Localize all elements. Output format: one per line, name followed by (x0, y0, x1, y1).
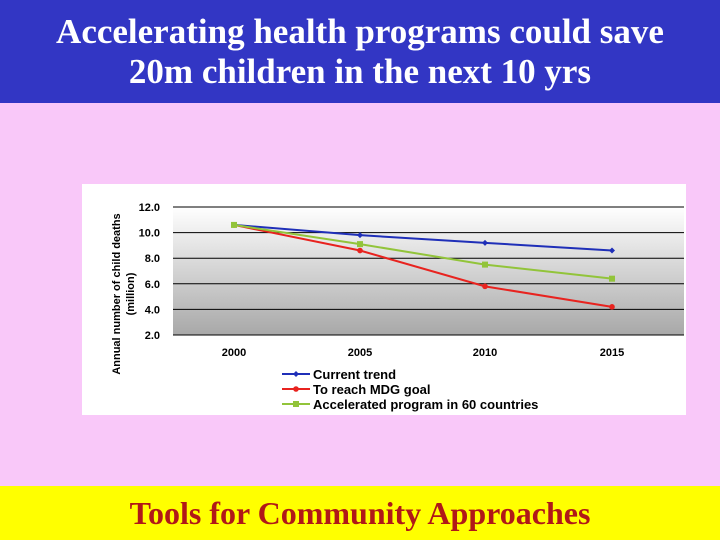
series-3 (231, 221, 615, 282)
x-tick-label: 2005 (348, 347, 372, 359)
data-point (482, 261, 488, 268)
line-chart: 2.0 4.0 6.0 8.0 10.0 12.0 2000 2005 2010 2015 An… (111, 202, 684, 414)
y-tick-label: 2.0 (145, 330, 160, 342)
y-tick-label: 10.0 (139, 228, 160, 240)
data-point (231, 221, 237, 228)
title-bar: Accelerating health programs could save … (0, 0, 720, 103)
y-tick-label: 4.0 (145, 304, 160, 316)
data-point (293, 401, 299, 407)
data-point (293, 371, 299, 377)
legend-item: Current trend (282, 367, 396, 382)
x-tick-label: 2010 (473, 347, 497, 359)
series-line (233, 223, 613, 280)
legend-label: To reach MDG goal (313, 382, 431, 397)
y-axis-label-line-2: (million) (125, 272, 137, 315)
legend-label: Accelerated program in 60 countries (313, 397, 538, 412)
data-point (357, 241, 363, 248)
y-tick-label: 8.0 (145, 253, 160, 265)
series-line (233, 223, 613, 308)
slide-title-line-1: Accelerating health programs could save (56, 11, 664, 51)
y-axis-label-line-1: Annual number of child deaths (111, 213, 123, 374)
y-tick-label: 6.0 (145, 279, 160, 291)
series-line (233, 223, 613, 252)
legend-label: Current trend (313, 367, 396, 382)
data-point (609, 247, 615, 254)
x-tick-label: 2000 (222, 347, 246, 359)
data-point (609, 275, 615, 282)
x-tick-label: 2015 (600, 347, 624, 359)
footer-title: Tools for Community Approaches (129, 494, 591, 531)
data-point (357, 247, 363, 254)
chart-panel: 2.0 4.0 6.0 8.0 10.0 12.0 2000 2005 2010 2015 An… (82, 184, 686, 415)
footer-bar: Tools for Community Approaches (0, 486, 720, 540)
data-point (482, 239, 488, 246)
data-point (482, 283, 488, 290)
legend-item: Accelerated program in 60 countries (282, 397, 538, 412)
data-point (293, 386, 299, 392)
legend-item: To reach MDG goal (282, 382, 431, 397)
data-point (357, 232, 363, 239)
data-point (609, 304, 615, 310)
y-tick-label: 12.0 (139, 202, 160, 214)
slide-title-line-2: 20m children in the next 10 yrs (128, 51, 592, 91)
